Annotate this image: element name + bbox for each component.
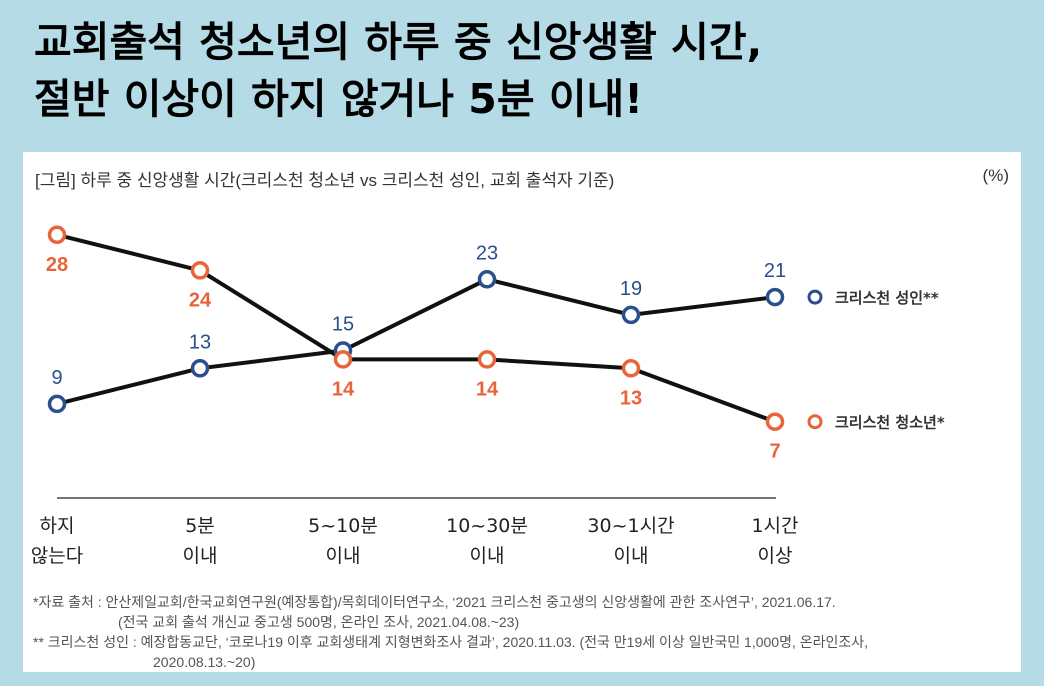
data-label-2-4: 14 bbox=[476, 378, 499, 400]
legend-marker-2 bbox=[807, 414, 823, 430]
legend-marker-1 bbox=[807, 289, 823, 305]
point-2-2 bbox=[190, 261, 210, 280]
legend-label-1: 크리스천 성인** bbox=[835, 289, 939, 307]
data-label-1-3: 15 bbox=[332, 314, 354, 336]
x-tick-label-4-2: 이내 bbox=[470, 545, 505, 567]
data-label-1-1: 9 bbox=[51, 367, 62, 389]
x-tick-label-1-1: 하지 bbox=[40, 515, 75, 537]
data-label-2-2: 24 bbox=[189, 289, 212, 311]
x-tick-label-6-1: 1시간 bbox=[751, 515, 798, 537]
figure-card: [그림] 하루 중 신앙생활 시간(크리스천 청소년 vs 크리스천 성인, 교… bbox=[23, 152, 1021, 672]
data-label-1-2: 13 bbox=[189, 331, 211, 353]
data-label-1-5: 19 bbox=[620, 278, 642, 300]
point-1-6 bbox=[765, 287, 785, 307]
point-2-1 bbox=[47, 225, 67, 245]
line-chart: 9 13 15 23 19 21 크리스천 성인** 28 24 14 14 13 7 크리스천 청소년*… bbox=[31, 225, 945, 567]
data-label-1-4: 23 bbox=[476, 242, 498, 264]
unit-label: (%) bbox=[982, 166, 1009, 185]
x-tick-label-2-2: 이내 bbox=[183, 545, 218, 567]
x-tick-label-3-1: 5~10분 bbox=[308, 515, 378, 537]
data-label-2-3: 14 bbox=[332, 378, 355, 400]
note-line-2: (전국 교회 출석 개신교 중고생 500명, 온라인 조사, 2021.04.… bbox=[118, 614, 520, 630]
x-tick-label-4-1: 10~30분 bbox=[446, 515, 528, 537]
point-2-4 bbox=[477, 350, 497, 369]
note-line-3: ** 크리스천 성인 : 예장합동교단, ‘코로나19 이후 교회생태계 지형변… bbox=[33, 634, 869, 650]
point-1-2 bbox=[190, 359, 210, 378]
data-label-2-5: 13 bbox=[620, 387, 642, 409]
point-1-1 bbox=[47, 394, 67, 414]
figure-title: [그림] 하루 중 신앙생활 시간(크리스천 청소년 vs 크리스천 성인, 교… bbox=[35, 171, 615, 190]
data-label-2-6: 7 bbox=[769, 441, 780, 463]
headline-line-1: 교회출석 청소년의 하루 중 신앙생활 시간, bbox=[34, 18, 763, 66]
x-tick-label-5-2: 이내 bbox=[614, 545, 649, 567]
point-1-4 bbox=[477, 270, 497, 289]
point-2-5 bbox=[621, 359, 641, 378]
series-line-2 bbox=[56, 232, 776, 424]
source-notes: *자료 출처 : 안산제일교회/한국교회연구원(예장통합)/목회데이터연구소, … bbox=[33, 592, 1013, 672]
x-tick-label-6-2: 이상 bbox=[758, 545, 793, 567]
data-label-2-1: 28 bbox=[46, 254, 68, 276]
note-line-1: *자료 출처 : 안산제일교회/한국교회연구원(예장통합)/목회데이터연구소, … bbox=[33, 594, 836, 610]
headline: 교회출석 청소년의 하루 중 신앙생활 시간, 절반 이상이 하지 않거나 5분… bbox=[34, 14, 762, 128]
note-line-4: 2020.08.13.~20) bbox=[153, 654, 256, 670]
legend-label-2: 크리스천 청소년* bbox=[835, 414, 945, 432]
data-label-1-6: 21 bbox=[764, 260, 786, 282]
series-line-1 bbox=[56, 277, 776, 406]
point-2-3 bbox=[333, 350, 353, 369]
x-tick-label-5-1: 30~1시간 bbox=[587, 515, 674, 537]
x-tick-label-2-1: 5분 bbox=[185, 515, 215, 537]
x-tick-label-1-2: 않는다 bbox=[31, 545, 83, 567]
x-tick-label-3-2: 이내 bbox=[326, 545, 361, 567]
point-2-6 bbox=[765, 412, 785, 431]
point-1-5 bbox=[621, 305, 641, 325]
headline-line-2: 절반 이상이 하지 않거나 5분 이내! bbox=[34, 75, 643, 123]
